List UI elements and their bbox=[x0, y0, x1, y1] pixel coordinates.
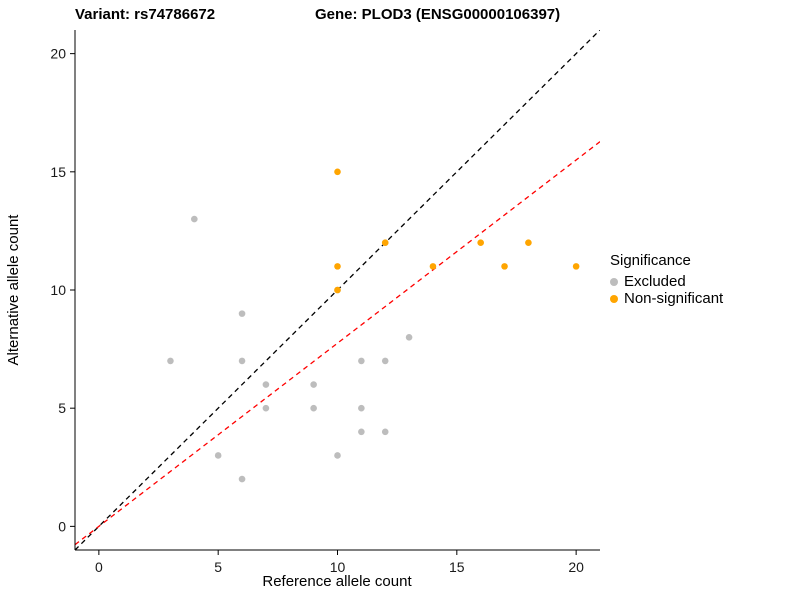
legend-item-non-significant: Non-significant bbox=[610, 290, 723, 307]
data-point-excluded bbox=[238, 475, 246, 483]
data-point-excluded bbox=[381, 428, 389, 436]
legend-item-label: Excluded bbox=[624, 273, 686, 290]
data-point-non-significant bbox=[334, 286, 341, 294]
plot-title-gene: Gene: PLOD3 (ENSG00000106397) bbox=[315, 6, 560, 23]
data-point-excluded bbox=[191, 215, 198, 223]
regression-line bbox=[75, 141, 600, 546]
data-point-excluded bbox=[262, 381, 270, 388]
non-significant-dot-icon bbox=[610, 294, 618, 303]
y-tick-label: 20 bbox=[50, 46, 66, 62]
y-tick-label: 15 bbox=[50, 164, 66, 180]
legend: Significance Excluded Non-significant bbox=[610, 252, 723, 307]
data-point-non-significant bbox=[572, 263, 580, 270]
x-tick-label: 15 bbox=[449, 559, 465, 575]
x-tick-label: 20 bbox=[568, 559, 584, 575]
x-tick-label: 5 bbox=[214, 559, 222, 575]
legend-item-excluded: Excluded bbox=[610, 273, 723, 290]
data-point-excluded bbox=[262, 404, 270, 412]
y-tick-label: 0 bbox=[58, 518, 66, 534]
legend-item-label: Non-significant bbox=[624, 290, 724, 307]
data-point-excluded bbox=[238, 357, 246, 365]
y-tick-label: 5 bbox=[58, 400, 66, 416]
data-point-non-significant bbox=[381, 239, 389, 247]
data-point-excluded bbox=[381, 357, 389, 365]
x-tick-label: 0 bbox=[95, 559, 103, 575]
x-axis-label: Reference allele count bbox=[262, 573, 412, 590]
plot-panel: 0 5 10 15 20 0 5 10 15 20 bbox=[50, 30, 600, 575]
plot-title-variant: Variant: rs74786672 bbox=[75, 6, 215, 23]
excluded-dot-icon bbox=[610, 277, 618, 286]
data-point-non-significant bbox=[334, 263, 341, 270]
data-point-non-significant bbox=[501, 263, 508, 270]
data-point-excluded bbox=[310, 381, 317, 388]
data-point-excluded bbox=[358, 428, 365, 436]
data-point-excluded bbox=[405, 333, 413, 341]
data-point-non-significant bbox=[334, 168, 341, 176]
data-point-non-significant bbox=[477, 239, 484, 247]
y-tick-label: 10 bbox=[50, 282, 66, 298]
data-point-excluded bbox=[310, 404, 317, 412]
data-point-non-significant bbox=[525, 239, 532, 247]
data-point-excluded bbox=[358, 404, 365, 412]
data-point-excluded bbox=[334, 452, 341, 459]
legend-title: Significance bbox=[610, 252, 691, 269]
x-tick-label: 10 bbox=[330, 559, 346, 575]
data-point-excluded bbox=[214, 452, 222, 459]
y-axis-label: Alternative allele count bbox=[5, 214, 22, 366]
data-point-excluded bbox=[358, 357, 365, 365]
data-point-non-significant bbox=[429, 263, 437, 270]
data-point-excluded bbox=[167, 357, 174, 365]
data-point-excluded bbox=[238, 310, 246, 317]
